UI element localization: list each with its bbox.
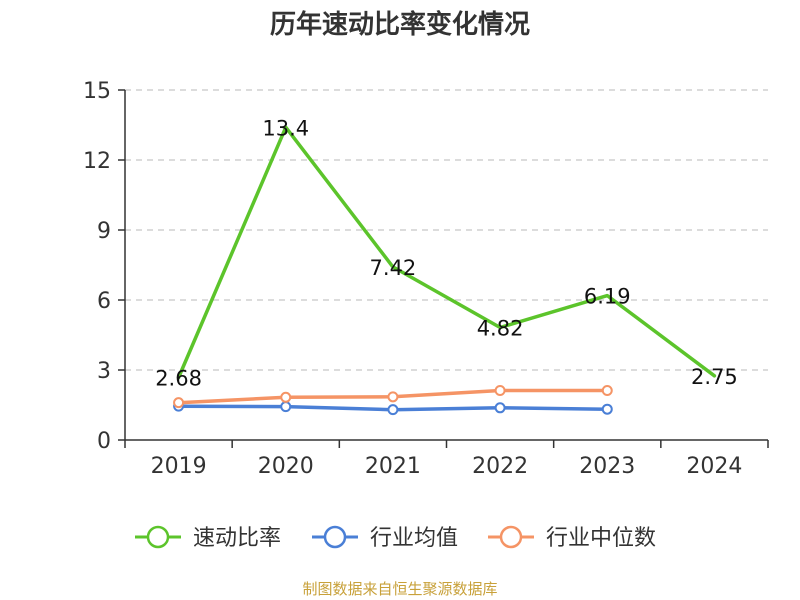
legend-marker: [146, 525, 170, 549]
legend-item-1[interactable]: 行业均值: [312, 525, 458, 551]
data-label: 2.68: [155, 366, 202, 390]
series-point-2: [173, 397, 185, 409]
legend-item-0[interactable]: 速动比率: [135, 525, 281, 551]
y-tick-label: 12: [83, 149, 111, 174]
data-label: 13.4: [262, 116, 309, 140]
series-point-2: [387, 391, 399, 403]
series-point-1: [494, 402, 506, 414]
y-tick-label: 9: [97, 219, 111, 244]
series-point-1: [601, 403, 613, 415]
series-point-2: [494, 385, 506, 397]
data-label: 6.19: [584, 285, 631, 309]
data-label: 2.75: [691, 365, 738, 389]
x-tick-label-2021: 2021: [365, 454, 421, 479]
series-point-2: [601, 385, 613, 397]
x-tick-label-2022: 2022: [472, 454, 528, 479]
data-label: 7.42: [370, 256, 417, 280]
data-label: 4.82: [477, 317, 524, 341]
legend-label: 行业均值: [370, 526, 458, 551]
series-point-2: [280, 391, 292, 403]
legend[interactable]: 速动比率 行业均值 行业中位数: [135, 525, 656, 551]
y-tick-label: 6: [97, 289, 111, 314]
legend-label: 行业中位数: [546, 526, 656, 551]
x-tick-label-2023: 2023: [579, 454, 635, 479]
x-tick-label-2024: 2024: [686, 454, 742, 479]
series-point-1: [280, 401, 292, 413]
y-tick-label: 3: [97, 359, 111, 384]
legend-marker: [499, 525, 523, 549]
legend-marker: [323, 525, 347, 549]
series-layer: 2.68 13.4 7.42 4.82 6.19 2.75: [155, 116, 738, 416]
y-tick-label: 0: [97, 429, 111, 454]
x-tick-label-2019: 2019: [151, 454, 207, 479]
chart-title: 历年速动比率变化情况: [270, 9, 530, 40]
x-tick-label-2020: 2020: [258, 454, 314, 479]
series-point-1: [387, 404, 399, 416]
source-note: 制图数据来自恒生聚源数据库: [302, 580, 497, 598]
axes: 0 3 6 9 12 15 2019 2020 2021 2022 2023 2024: [83, 79, 769, 479]
legend-item-2[interactable]: 行业中位数: [488, 525, 656, 551]
grid-lines: [125, 89, 768, 371]
series-line-0: [176, 125, 717, 380]
legend-label: 速动比率: [193, 526, 281, 551]
y-tick-label: 15: [83, 79, 111, 104]
